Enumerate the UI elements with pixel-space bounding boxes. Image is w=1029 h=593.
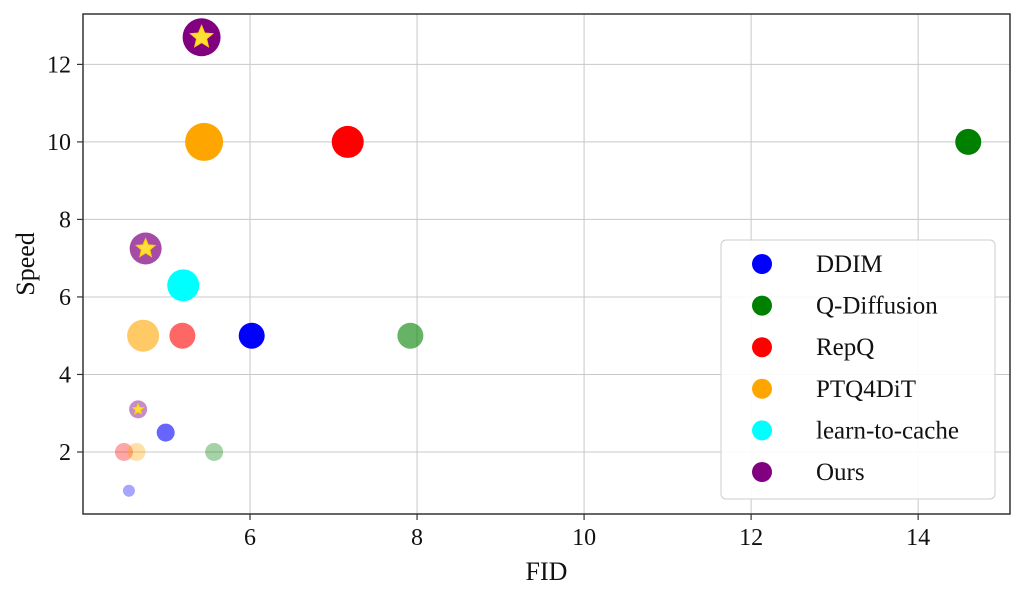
ddim-point — [156, 423, 175, 442]
legend-label-q-diffusion: Q-Diffusion — [816, 293, 938, 320]
repq-point — [114, 442, 133, 461]
ddim-point — [238, 322, 265, 349]
star-marker — [134, 237, 157, 258]
data-points — [114, 18, 982, 497]
x-axis-label: FID — [526, 557, 568, 586]
legend-marker-ptq4dit — [752, 378, 772, 399]
star-marker — [131, 402, 145, 415]
q-diffusion-point — [397, 322, 424, 349]
y-tick-label: 4 — [59, 362, 71, 388]
y-tick-label: 8 — [59, 207, 71, 233]
x-tick-label: 14 — [906, 525, 930, 551]
legend-box — [720, 239, 996, 500]
legend-label-learn-to-cache: learn-to-cache — [816, 417, 959, 444]
axis-ticks: 6 8 10 12 14 2 4 6 8 10 12 — [47, 52, 930, 551]
q-diffusion-point — [205, 442, 224, 461]
legend-label-ptq4dit: PTQ4DiT — [816, 376, 916, 403]
legend-label-repq: RepQ — [816, 334, 874, 361]
legend-marker-ddim — [752, 254, 772, 274]
star-marker — [189, 24, 215, 48]
y-tick-label: 10 — [47, 130, 71, 156]
y-tick-label: 2 — [59, 440, 71, 466]
ddim-point — [122, 484, 135, 497]
legend-marker-ours — [752, 462, 772, 482]
x-tick-label: 12 — [739, 525, 763, 551]
learn-to-cache-point — [167, 269, 200, 302]
plot-frame — [82, 13, 1011, 515]
legend-marker-q-diffusion — [752, 295, 772, 316]
legend-label-ours: Ours — [816, 459, 865, 486]
y-tick-label: 12 — [47, 52, 71, 78]
q-diffusion-point — [955, 128, 982, 155]
repq-point — [169, 322, 196, 349]
repq-point — [331, 125, 364, 158]
legend-marker-learn-to-cache — [752, 420, 772, 441]
ptq4dit-point — [185, 122, 224, 161]
x-tick-label: 6 — [244, 525, 256, 551]
ptq4dit-point — [127, 319, 160, 352]
ptq4dit-point — [127, 442, 146, 461]
x-tick-label: 8 — [411, 525, 423, 551]
legend-marker-repq — [752, 337, 772, 358]
y-tick-label: 6 — [59, 285, 71, 311]
x-tick-label: 10 — [572, 525, 596, 551]
y-axis-label: Speed — [11, 232, 40, 296]
legend: DDIM Q-Diffusion RepQ PTQ4DiT learn-to-cache… — [720, 239, 996, 500]
legend-label-ddim: DDIM — [816, 251, 883, 278]
